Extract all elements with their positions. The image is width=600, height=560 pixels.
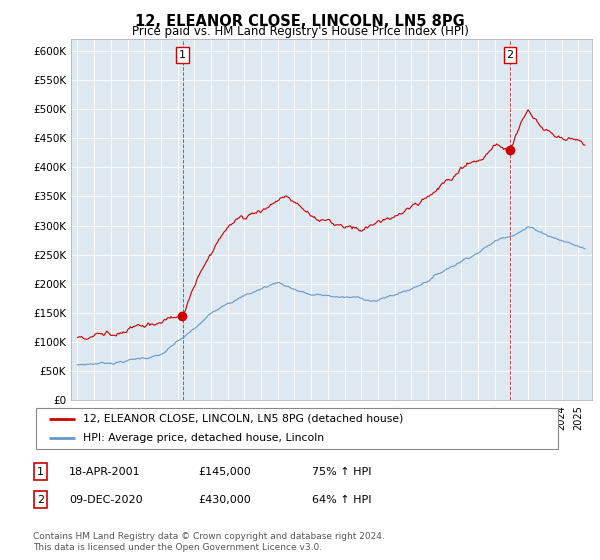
Text: Price paid vs. HM Land Registry's House Price Index (HPI): Price paid vs. HM Land Registry's House …	[131, 25, 469, 38]
Text: 64% ↑ HPI: 64% ↑ HPI	[312, 494, 371, 505]
Text: 12, ELEANOR CLOSE, LINCOLN, LN5 8PG (detached house): 12, ELEANOR CLOSE, LINCOLN, LN5 8PG (det…	[83, 414, 403, 424]
FancyBboxPatch shape	[36, 408, 558, 449]
Text: 12, ELEANOR CLOSE, LINCOLN, LN5 8PG: 12, ELEANOR CLOSE, LINCOLN, LN5 8PG	[135, 14, 465, 29]
Text: Contains HM Land Registry data © Crown copyright and database right 2024.: Contains HM Land Registry data © Crown c…	[33, 532, 385, 541]
Text: This data is licensed under the Open Government Licence v3.0.: This data is licensed under the Open Gov…	[33, 543, 322, 552]
Text: 1: 1	[179, 50, 186, 60]
Text: 1: 1	[37, 466, 44, 477]
Text: £145,000: £145,000	[198, 466, 251, 477]
Text: £430,000: £430,000	[198, 494, 251, 505]
Text: 2: 2	[506, 50, 514, 60]
Text: 18-APR-2001: 18-APR-2001	[69, 466, 140, 477]
Text: 09-DEC-2020: 09-DEC-2020	[69, 494, 143, 505]
Text: 75% ↑ HPI: 75% ↑ HPI	[312, 466, 371, 477]
Text: HPI: Average price, detached house, Lincoln: HPI: Average price, detached house, Linc…	[83, 433, 324, 443]
Text: 2: 2	[37, 494, 44, 505]
